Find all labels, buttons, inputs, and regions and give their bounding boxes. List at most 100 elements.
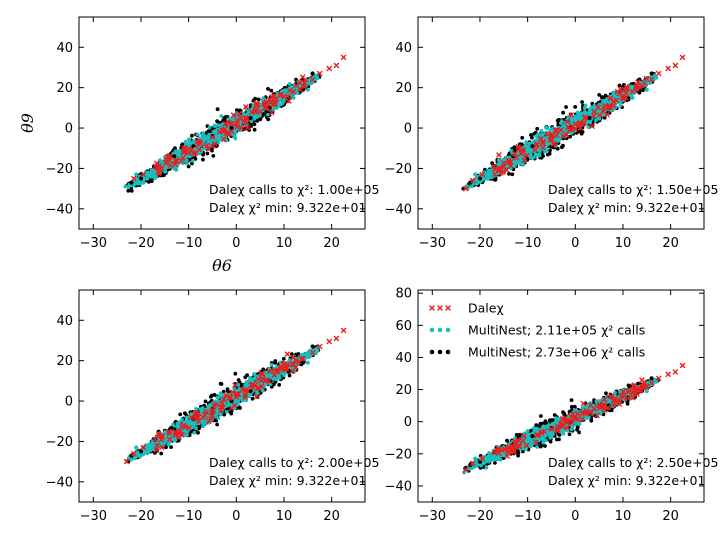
point-multinest <box>266 87 270 91</box>
point-multinest <box>130 189 134 193</box>
annotation-line-1: Daleχ calls to χ²: 1.50e+05 <box>548 182 718 197</box>
y-tick-label: 0 <box>65 122 73 137</box>
point-multinest <box>233 137 237 141</box>
point-multinest <box>279 103 283 107</box>
x-tick-label: −30 <box>80 236 107 251</box>
point-multinest <box>582 111 586 115</box>
point-multinest <box>211 154 215 158</box>
annotation-line-2: Daleχ χ² min: 9.322e+01 <box>209 200 366 215</box>
point-multinest <box>478 176 482 180</box>
point-multinest <box>546 153 550 157</box>
point-multinest <box>129 181 133 185</box>
point-multinest <box>530 144 534 148</box>
point-multinest <box>266 118 270 122</box>
point-multinest <box>612 91 616 95</box>
point-multinest <box>288 82 292 86</box>
point-multinest <box>580 100 584 104</box>
point-multinest <box>311 71 315 75</box>
scatter-points <box>461 55 685 191</box>
point-multinest <box>520 136 524 140</box>
y-tick-label: 20 <box>56 81 73 96</box>
point-multinest <box>196 431 200 435</box>
point-multinest <box>190 134 194 138</box>
point-dalechi <box>327 66 332 71</box>
point-multinest <box>277 383 281 387</box>
annotation-line-1: Daleχ calls to χ²: 1.00e+05 <box>209 182 379 197</box>
point-multinest <box>213 124 217 128</box>
point-multinest <box>253 97 257 101</box>
point-multinest <box>288 374 292 378</box>
point-multinest <box>589 106 593 110</box>
point-multinest <box>315 76 319 80</box>
point-multinest <box>201 131 205 135</box>
point-multinest <box>224 115 228 119</box>
y-tick-label: −40 <box>385 202 412 217</box>
point-dalechi <box>666 66 671 71</box>
point-multinest <box>538 154 542 158</box>
point-multinest <box>494 178 498 182</box>
y-axis-label: θ9 <box>18 113 37 133</box>
point-multinest <box>544 126 548 130</box>
point-multinest <box>613 94 617 98</box>
y-tick-label: −20 <box>46 162 73 177</box>
point-multinest <box>573 115 577 119</box>
point-dalechi <box>341 55 346 60</box>
point-multinest <box>183 411 187 415</box>
annotation-line-2: Daleχ χ² min: 9.322e+01 <box>548 200 705 215</box>
scatter-points <box>124 328 346 464</box>
point-multinest <box>618 84 622 88</box>
point-multinest <box>257 98 261 102</box>
point-multinest <box>153 176 157 180</box>
point-multinest <box>507 172 511 176</box>
point-multinest <box>581 130 585 134</box>
scatter-points <box>123 55 346 193</box>
point-multinest <box>269 89 273 93</box>
point-multinest <box>564 105 568 109</box>
point-multinest <box>561 111 565 115</box>
point-multinest <box>560 119 564 123</box>
point-multinest <box>630 96 634 100</box>
point-multinest <box>139 176 143 180</box>
y-tick-label: 20 <box>395 81 412 96</box>
point-dalechi <box>673 63 678 68</box>
point-multinest <box>540 129 544 133</box>
point-dalechi <box>656 71 661 76</box>
point-multinest <box>273 359 277 363</box>
point-multinest <box>220 382 224 386</box>
point-dalechi <box>497 153 502 158</box>
x-tick-label: 0 <box>571 236 579 251</box>
point-multinest <box>208 125 212 129</box>
point-multinest <box>282 357 286 361</box>
point-multinest <box>159 452 163 456</box>
x-tick-label: −20 <box>127 236 154 251</box>
point-multinest <box>487 169 491 173</box>
point-multinest <box>650 71 654 75</box>
point-multinest <box>535 127 539 131</box>
point-multinest <box>604 94 608 98</box>
point-multinest <box>253 128 257 132</box>
y-tick-label: 40 <box>56 41 73 56</box>
y-tick-label: 40 <box>395 41 412 56</box>
point-multinest <box>134 172 138 176</box>
point-multinest <box>251 397 255 401</box>
point-multinest <box>497 158 501 162</box>
x-tick-label: −20 <box>466 236 493 251</box>
point-multinest <box>541 133 545 137</box>
x-tick-label: −10 <box>514 236 541 251</box>
point-multinest <box>126 189 130 193</box>
point-multinest <box>253 122 257 126</box>
y-tick-label: −20 <box>385 162 412 177</box>
point-multinest <box>203 136 207 140</box>
point-multinest <box>473 172 477 176</box>
x-tick-label: −30 <box>419 236 446 251</box>
point-multinest <box>513 160 517 164</box>
y-tick-label: −40 <box>46 202 73 217</box>
point-multinest <box>178 413 182 417</box>
point-multinest <box>560 145 564 149</box>
point-dalechi <box>680 55 685 60</box>
